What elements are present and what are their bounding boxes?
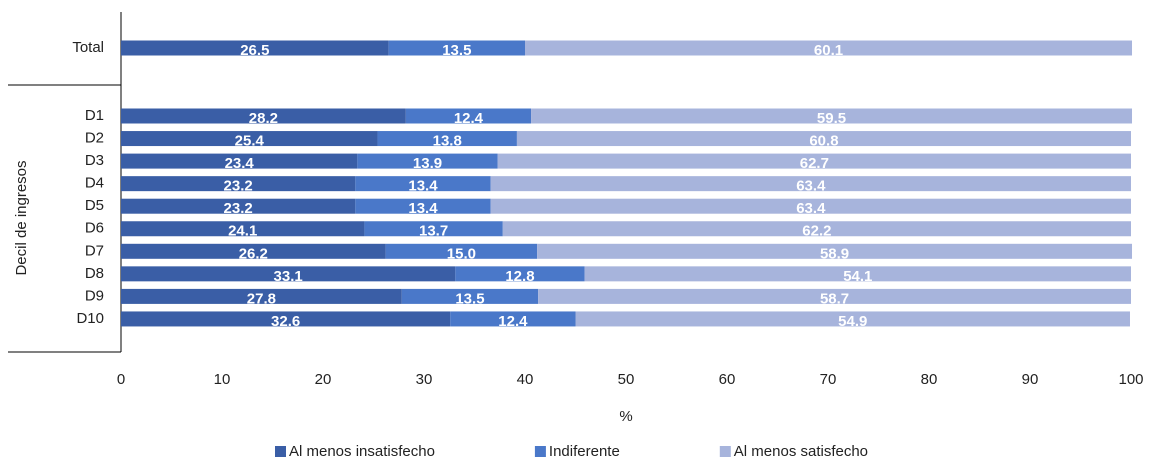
y-tick-label: Total — [72, 39, 104, 56]
bar-segment — [385, 243, 538, 259]
bar-segment — [121, 311, 451, 327]
bar-segment — [538, 288, 1131, 304]
value-label: 26.5 — [240, 42, 269, 59]
value-label: 33.1 — [274, 268, 303, 285]
bar-segment — [450, 311, 576, 327]
y-tick-label: D1 — [85, 107, 104, 124]
x-tick-label: 100 — [1118, 371, 1143, 388]
value-label: 63.4 — [796, 178, 826, 195]
bar-segment — [121, 153, 358, 169]
bar-segment — [502, 221, 1131, 237]
value-label: 13.4 — [408, 200, 438, 217]
x-tick-label: 80 — [921, 371, 938, 388]
value-label: 24.1 — [228, 223, 257, 240]
value-label: 12.8 — [505, 268, 534, 285]
x-tick-label: 20 — [315, 371, 332, 388]
y-tick-label: D10 — [76, 310, 104, 327]
y-tick-label: D6 — [85, 220, 104, 237]
legend-label: Indiferente — [549, 443, 620, 460]
value-label: 13.5 — [442, 42, 471, 59]
value-label: 60.8 — [809, 133, 838, 150]
y-axis-label: Decil de ingresos — [13, 160, 30, 275]
bar-segment — [121, 40, 389, 56]
bar-segment — [121, 108, 406, 124]
value-label: 58.7 — [820, 290, 849, 307]
value-label: 28.2 — [249, 110, 278, 127]
y-tick-label: D4 — [85, 175, 104, 192]
value-label: 62.7 — [800, 155, 829, 172]
bar-segment — [516, 131, 1131, 147]
y-tick-label: D9 — [85, 287, 104, 304]
value-label: 12.4 — [454, 110, 484, 127]
y-tick-label: D8 — [85, 265, 104, 282]
bar-segment — [537, 243, 1133, 259]
bar-segment — [455, 266, 585, 282]
value-label: 32.6 — [271, 313, 300, 330]
value-label: 62.2 — [802, 223, 831, 240]
legend-swatch — [719, 446, 731, 457]
bar-segment — [357, 153, 498, 169]
value-label: 12.4 — [498, 313, 528, 330]
bar-segment — [121, 266, 456, 282]
value-label: 60.1 — [814, 42, 843, 59]
y-tick-label: D5 — [85, 197, 104, 214]
bar-segment — [531, 108, 1133, 124]
bar-segment — [584, 266, 1131, 282]
value-label: 59.5 — [817, 110, 846, 127]
value-label: 15.0 — [447, 245, 476, 262]
value-label: 25.4 — [235, 133, 265, 150]
bar-segment — [355, 198, 491, 214]
bar-segment — [121, 288, 402, 304]
y-tick-label: D7 — [85, 242, 104, 259]
value-label: 27.8 — [247, 290, 276, 307]
value-label: 26.2 — [239, 245, 268, 262]
x-tick-label: 0 — [117, 371, 125, 388]
value-label: 58.9 — [820, 245, 849, 262]
legend-swatch — [534, 446, 546, 457]
legend-swatch — [275, 446, 286, 457]
bar-segment — [405, 108, 532, 124]
bar-segment — [121, 221, 365, 237]
bar-segment — [377, 131, 517, 147]
y-tick-label: D3 — [85, 152, 104, 169]
x-tick-label: 30 — [416, 371, 433, 388]
value-label: 23.2 — [224, 178, 253, 195]
bar-segment — [497, 153, 1132, 169]
y-tick-label: D2 — [85, 130, 104, 147]
bar-segment — [525, 40, 1133, 56]
legend-label: Al menos satisfecho — [734, 443, 868, 460]
x-tick-label: 40 — [517, 371, 534, 388]
bar-segment — [401, 288, 539, 304]
value-label: 13.7 — [419, 223, 448, 240]
bar-segment — [121, 131, 378, 147]
x-tick-label: 90 — [1022, 371, 1039, 388]
value-label: 13.8 — [433, 133, 462, 150]
x-tick-label: 50 — [618, 371, 635, 388]
value-label: 63.4 — [796, 200, 826, 217]
value-label: 23.2 — [224, 200, 253, 217]
value-label: 23.4 — [225, 155, 255, 172]
x-tick-label: 60 — [719, 371, 736, 388]
bar-segment — [575, 311, 1130, 327]
bar-segment — [490, 198, 1131, 214]
bar-segment — [388, 40, 525, 56]
bar-segment — [364, 221, 503, 237]
value-label: 13.5 — [455, 290, 484, 307]
value-label: 54.9 — [838, 313, 867, 330]
bar-segment — [355, 176, 491, 192]
bar-segment — [121, 243, 386, 259]
x-tick-label: 10 — [214, 371, 231, 388]
bar-segment — [121, 176, 356, 192]
legend-label: Al menos insatisfecho — [289, 443, 435, 460]
bar-segment — [490, 176, 1131, 192]
bar-segment — [121, 198, 356, 214]
value-label: 13.9 — [413, 155, 442, 172]
value-label: 13.4 — [408, 178, 438, 195]
x-tick-label: 70 — [820, 371, 837, 388]
x-axis-label: % — [619, 408, 632, 425]
value-label: 54.1 — [843, 268, 872, 285]
